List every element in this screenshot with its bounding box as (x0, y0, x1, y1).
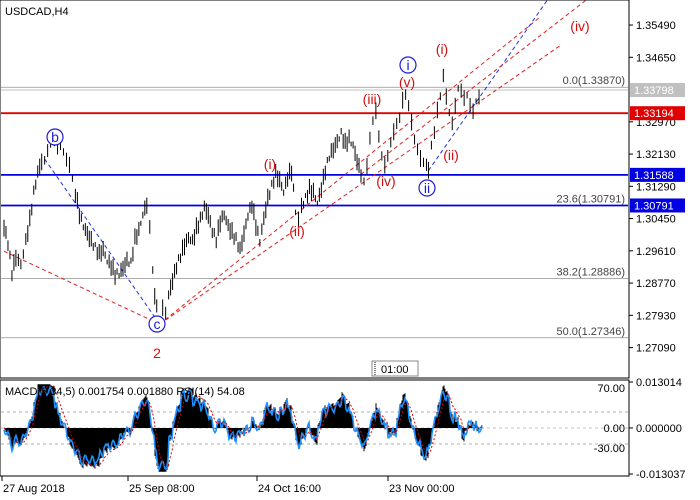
chart-title: USDCAD,H4 (5, 6, 69, 18)
wave-circle-9 (418, 179, 436, 197)
price-tick-label-7: 1.28770 (636, 278, 676, 290)
macd-tick-label-1: 0.000000 (636, 423, 682, 435)
wave-label-0: b (51, 129, 59, 145)
trendline-blue-left (44, 158, 161, 325)
price-tick-label-6: 1.29610 (636, 246, 676, 258)
wave-label-6: (iv) (376, 173, 395, 189)
wave-label-10: (i) (436, 41, 448, 57)
trendline-red-lower (159, 45, 561, 325)
macd-tick-label-2: -0.013037 (636, 469, 686, 481)
wave-circle-8 (399, 56, 417, 74)
trendline-red-upper (159, 16, 541, 325)
wave-label-1: c (154, 316, 161, 332)
rsi-tick-label-1: 0.00 (604, 423, 625, 435)
level-tag-label-2: 1.31588 (634, 170, 674, 182)
price-tick-label-1: 1.34650 (636, 52, 676, 64)
level-tag-label-1: 1.33194 (634, 108, 674, 120)
level-tag-2 (630, 167, 685, 182)
time-marker-label: 01:00 (381, 364, 409, 376)
time-tick-label-3: 23 Nov 00:00 (389, 483, 454, 495)
rsi-tick-label-0: 70.00 (597, 383, 625, 395)
wave-label-5: (iii) (363, 91, 382, 107)
price-tick-label-3: 1.32130 (636, 149, 676, 161)
trendline-red-right (360, 0, 588, 175)
fib-level-label-0: 0.0(1.33870) (563, 75, 625, 87)
time-tick-label-1: 25 Sep 08:00 (129, 483, 194, 495)
fib-level-label-3: 50.0(1.27346) (557, 326, 626, 338)
level-tag-0 (630, 83, 685, 98)
wave-label-4: (ii) (289, 223, 305, 239)
price-tick-label-5: 1.30450 (636, 214, 676, 226)
price-panel (0, 0, 630, 379)
time-tick-label-0: 27 Aug 2018 (3, 483, 65, 495)
level-tag-label-0: 1.33798 (634, 85, 674, 97)
time-tick-label-2: 24 Oct 16:00 (258, 483, 321, 495)
macd-signal-line (3, 385, 483, 469)
wave-label-11: (ii) (443, 147, 459, 163)
macd-tick-label-0: 0.013014 (636, 377, 682, 389)
wave-label-9: ii (424, 180, 430, 196)
price-tick-label-8: 1.27930 (636, 310, 676, 322)
wave-label-3: (i) (264, 156, 276, 172)
rsi-tick-label-2: -30.00 (594, 443, 625, 455)
time-marker: 01:00 (371, 360, 419, 377)
wave-circle-0 (46, 128, 64, 146)
price-tick-label-9: 1.27090 (636, 343, 676, 355)
trendline-red-left (3, 250, 160, 325)
trendline-blue-right (428, 0, 548, 171)
wave-label-7: (v) (399, 74, 415, 90)
price-tick-label-4: 1.31290 (636, 181, 676, 193)
wave-label-12: (iv) (570, 18, 589, 34)
level-tag-3 (630, 198, 685, 213)
fib-level-label-2: 38.2(1.28886) (557, 267, 626, 279)
rsi-line (3, 385, 483, 472)
indicator-title: MACD(5,34,5) 0.001754 0.001880 RSI(14) 5… (5, 386, 245, 398)
fib-level-label-1: 23.6(1.30791) (557, 193, 626, 205)
level-tag-label-3: 1.30791 (634, 200, 674, 212)
level-tag-1 (630, 106, 685, 121)
wave-circle-1 (148, 315, 166, 333)
wave-label-8: i (406, 57, 409, 73)
wave-label-2: 2 (153, 345, 161, 361)
price-tick-label-0: 1.35490 (636, 20, 676, 32)
